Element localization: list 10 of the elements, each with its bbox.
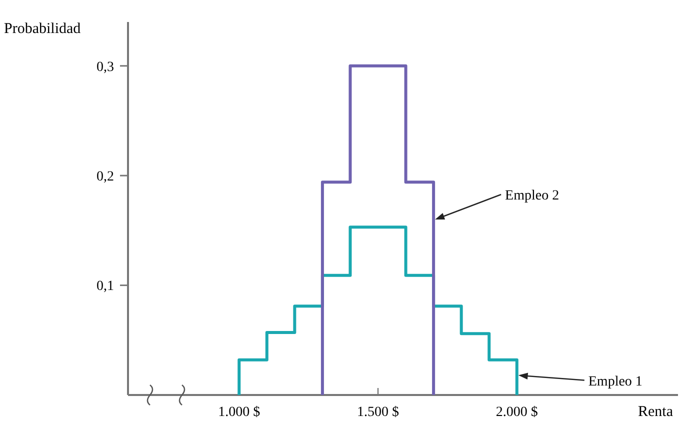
x-tick-label: 1.000 $ — [218, 405, 260, 420]
y-tick-label: 0,2 — [96, 169, 114, 184]
x-tick-label: 2.000 $ — [496, 405, 538, 420]
x-tick-label: 1.500 $ — [357, 405, 399, 420]
x-axis-title: Renta — [638, 404, 674, 420]
y-axis-title: Probabilidad — [4, 21, 82, 37]
annotation: Empleo 1 — [588, 374, 642, 390]
annotation: Empleo 2 — [505, 188, 560, 204]
y-tick-label: 0,1 — [96, 279, 114, 294]
y-tick-label: 0,3 — [96, 60, 114, 75]
